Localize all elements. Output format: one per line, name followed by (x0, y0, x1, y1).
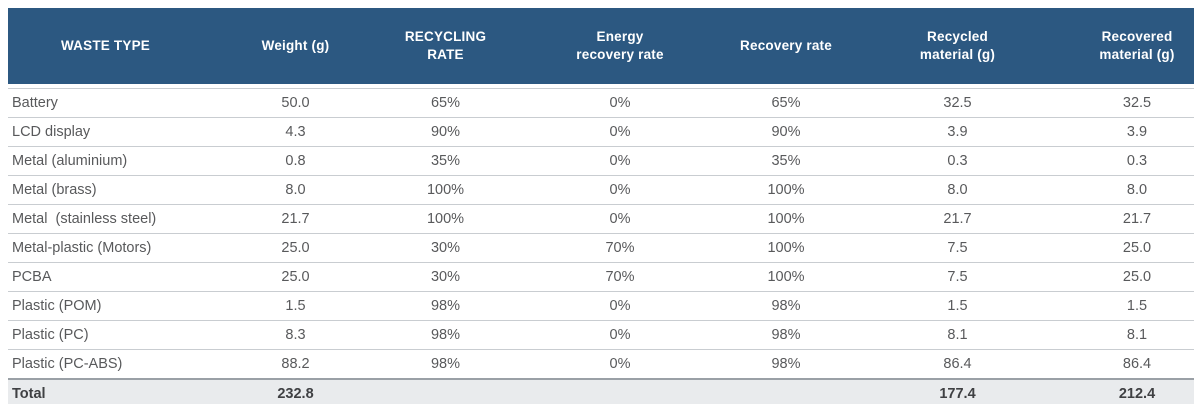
cell-waste-type: LCD display (12, 124, 91, 140)
table-row-battery: Battery 50.0 65% 0% 65% 32.5 32.5 (8, 89, 1194, 118)
cell-weight: 50.0 (281, 95, 310, 111)
column-header-recovered-material: Recovered material (g) (1099, 29, 1175, 62)
total-weight: 232.8 (277, 386, 314, 402)
cell-recycled-material: 1.5 (947, 298, 968, 314)
total-recovered-material: 212.4 (1118, 386, 1156, 402)
cell-recovery-rate: 90% (771, 124, 801, 140)
table-row-pcba: PCBA 25.0 30% 70% 100% 7.5 25.0 (8, 263, 1194, 292)
cell-recovered-material: 25.0 (1122, 240, 1152, 256)
cell-recovery-rate: 100% (767, 240, 805, 256)
cell-weight: 1.5 (285, 298, 306, 314)
column-header-recycling-rate: RECYCLING RATE (404, 29, 487, 62)
cell-weight: 88.2 (281, 356, 310, 372)
cell-recycling-rate: 30% (430, 269, 461, 285)
cell-recycling-rate: 100% (426, 182, 465, 198)
cell-waste-type: Metal (brass) (12, 182, 97, 198)
cell-energy-recovery-rate: 70% (605, 240, 635, 256)
cell-energy-recovery-rate: 0% (609, 124, 631, 140)
cell-energy-recovery-rate: 0% (609, 327, 631, 343)
table-row-lcd-display: LCD display 4.3 90% 0% 90% 3.9 3.9 (8, 118, 1194, 147)
cell-recycled-material: 8.0 (947, 182, 968, 198)
table-row-plastic-pom: Plastic (POM) 1.5 98% 0% 98% 1.5 1.5 (8, 292, 1194, 321)
cell-energy-recovery-rate: 0% (609, 211, 631, 227)
table-row-metal-brass: Metal (brass) 8.0 100% 0% 100% 8.0 8.0 (8, 176, 1194, 205)
column-header-weight: Weight (g) (261, 38, 330, 54)
table-body: Battery 50.0 65% 0% 65% 32.5 32.5 LCD di… (8, 88, 1194, 404)
cell-recycled-material: 21.7 (943, 211, 972, 227)
cell-weight: 0.8 (285, 153, 306, 169)
table-row-metal-stainless-steel: Metal (stainless steel) 21.7 100% 0% 100… (8, 205, 1194, 234)
cell-recovered-material: 0.3 (1126, 153, 1148, 169)
cell-energy-recovery-rate: 0% (609, 356, 631, 372)
cell-recycled-material: 86.4 (943, 356, 972, 372)
table-row-plastic-pc: Plastic (PC) 8.3 98% 0% 98% 8.1 8.1 (8, 321, 1194, 350)
total-label: Total (12, 386, 46, 402)
cell-waste-type: PCBA (12, 269, 52, 285)
column-header-waste-type: WASTE TYPE (60, 38, 150, 54)
table-row-plastic-pc-abs: Plastic (PC-ABS) 88.2 98% 0% 98% 86.4 86… (8, 350, 1194, 378)
cell-recovery-rate: 35% (771, 153, 801, 169)
cell-waste-type: Metal (aluminium) (12, 153, 128, 169)
cell-recovered-material: 8.1 (1126, 327, 1148, 343)
cell-recovered-material: 1.5 (1126, 298, 1148, 314)
cell-recycling-rate: 30% (430, 240, 461, 256)
cell-weight: 25.0 (281, 269, 310, 285)
cell-energy-recovery-rate: 0% (609, 95, 631, 111)
cell-recycled-material: 7.5 (947, 240, 968, 256)
cell-recovered-material: 8.0 (1126, 182, 1148, 198)
cell-recycling-rate: 90% (430, 124, 461, 140)
header-body-gap (8, 84, 1194, 88)
cell-waste-type: Plastic (POM) (12, 298, 102, 314)
cell-recycling-rate: 35% (430, 153, 461, 169)
cell-waste-type: Battery (12, 95, 58, 111)
cell-energy-recovery-rate: 70% (605, 269, 635, 285)
cell-recovery-rate: 100% (767, 182, 805, 198)
column-header-recycled-material: Recycled material (g) (919, 29, 996, 62)
cell-energy-recovery-rate: 0% (609, 298, 631, 314)
cell-recycled-material: 7.5 (947, 269, 968, 285)
cell-recovered-material: 25.0 (1122, 269, 1152, 285)
waste-recycling-table: WASTE TYPE Weight (g) RECYCLING RATE Ene… (8, 8, 1194, 404)
cell-recovery-rate: 98% (771, 327, 801, 343)
column-header-energy-recovery-rate: Energy recovery rate (576, 29, 664, 62)
table-header-row: WASTE TYPE Weight (g) RECYCLING RATE Ene… (8, 8, 1194, 84)
cell-energy-recovery-rate: 0% (609, 153, 631, 169)
cell-recycled-material: 0.3 (947, 153, 968, 169)
cell-weight: 21.7 (281, 211, 310, 227)
cell-recycling-rate: 98% (430, 327, 461, 343)
cell-waste-type: Plastic (PC) (12, 327, 89, 343)
cell-recovery-rate: 65% (771, 95, 801, 111)
cell-weight: 25.0 (281, 240, 310, 256)
cell-recovery-rate: 98% (771, 298, 801, 314)
table-row-metal-aluminium: Metal (aluminium) 0.8 35% 0% 35% 0.3 0.3 (8, 147, 1194, 176)
cell-recycling-rate: 65% (430, 95, 461, 111)
cell-recycling-rate: 98% (430, 356, 461, 372)
cell-recovered-material: 3.9 (1126, 124, 1148, 140)
table-row-total: Total 232.8 177.4 212.4 (8, 378, 1194, 404)
cell-recycling-rate: 100% (426, 211, 465, 227)
cell-recovered-material: 21.7 (1122, 211, 1152, 227)
cell-energy-recovery-rate: 0% (609, 182, 631, 198)
cell-recovered-material: 32.5 (1122, 95, 1152, 111)
column-header-recovery-rate: Recovery rate (740, 38, 832, 54)
cell-recovered-material: 86.4 (1122, 356, 1152, 372)
table-row-metal-plastic-motors: Metal-plastic (Motors) 25.0 30% 70% 100%… (8, 234, 1194, 263)
cell-recycled-material: 8.1 (947, 327, 968, 343)
cell-weight: 8.3 (285, 327, 306, 343)
cell-recycled-material: 3.9 (947, 124, 968, 140)
cell-recovery-rate: 100% (767, 211, 805, 227)
cell-waste-type: Metal (stainless steel) (12, 211, 157, 227)
cell-waste-type: Plastic (PC-ABS) (12, 356, 123, 372)
cell-weight: 4.3 (285, 124, 306, 140)
cell-weight: 8.0 (285, 182, 306, 198)
cell-recycled-material: 32.5 (943, 95, 972, 111)
cell-recovery-rate: 100% (767, 269, 805, 285)
cell-recovery-rate: 98% (771, 356, 801, 372)
total-recycled-material: 177.4 (939, 386, 976, 402)
cell-recycling-rate: 98% (430, 298, 461, 314)
cell-waste-type: Metal-plastic (Motors) (12, 240, 152, 256)
